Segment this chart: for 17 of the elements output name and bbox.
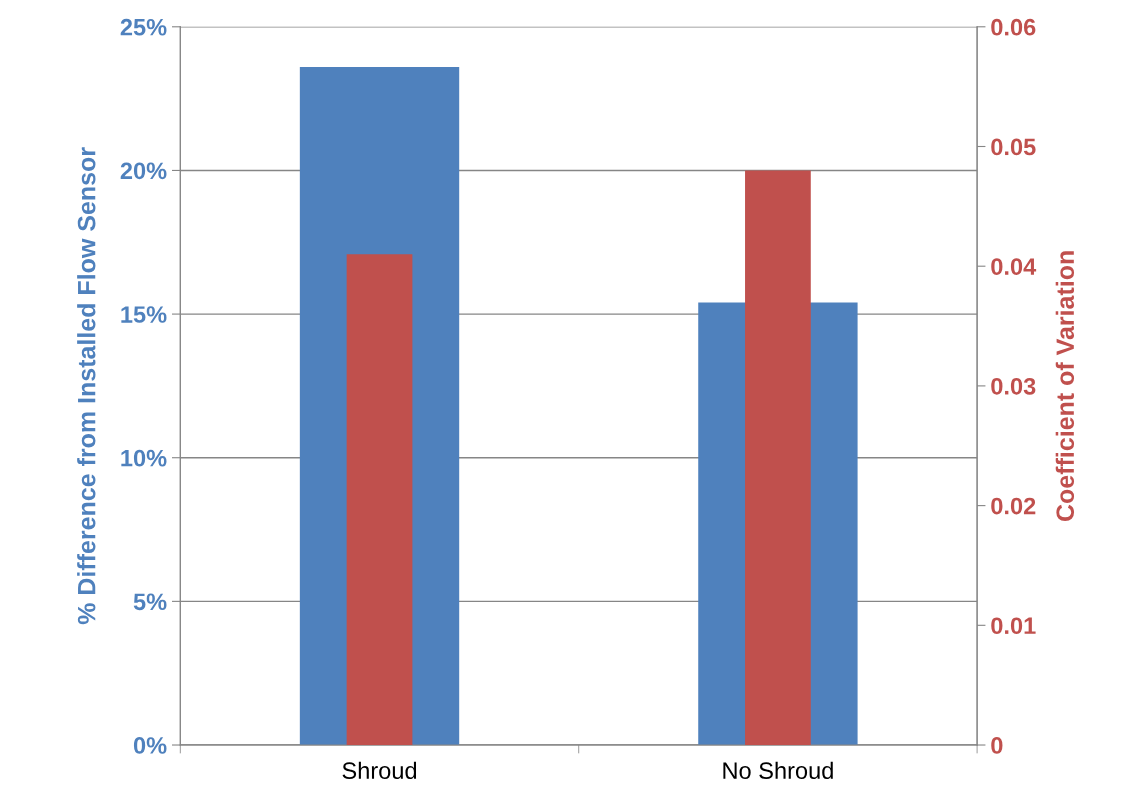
y2-tick-label: 0 bbox=[991, 737, 1003, 754]
x-tick-label: No Shroud bbox=[723, 761, 833, 780]
y-tick-label: 20% bbox=[120, 162, 167, 180]
x-tick-label: Shroud bbox=[342, 761, 417, 780]
y-tick-label: 15% bbox=[121, 306, 167, 323]
y-tick-label: 0% bbox=[133, 737, 167, 754]
y2-tick-label: 0.01 bbox=[991, 617, 1036, 635]
y2-tick-label: 0.06 bbox=[991, 18, 1036, 36]
y-axis-title: % Difference from Installed Flow Sensor bbox=[77, 147, 96, 625]
y2-tick-label: 0.02 bbox=[991, 497, 1036, 515]
y-tick-label: 10% bbox=[121, 449, 167, 467]
y2-axis-title: Coefficient of Variation bbox=[1055, 251, 1075, 521]
y2-tick-label: 0.04 bbox=[991, 258, 1037, 275]
y2-tick-label: 0.05 bbox=[991, 138, 1036, 156]
y2-tick-label: 0.03 bbox=[991, 377, 1036, 395]
y-tick-label: 25% bbox=[120, 18, 167, 36]
y-tick-label: 5% bbox=[133, 593, 167, 611]
